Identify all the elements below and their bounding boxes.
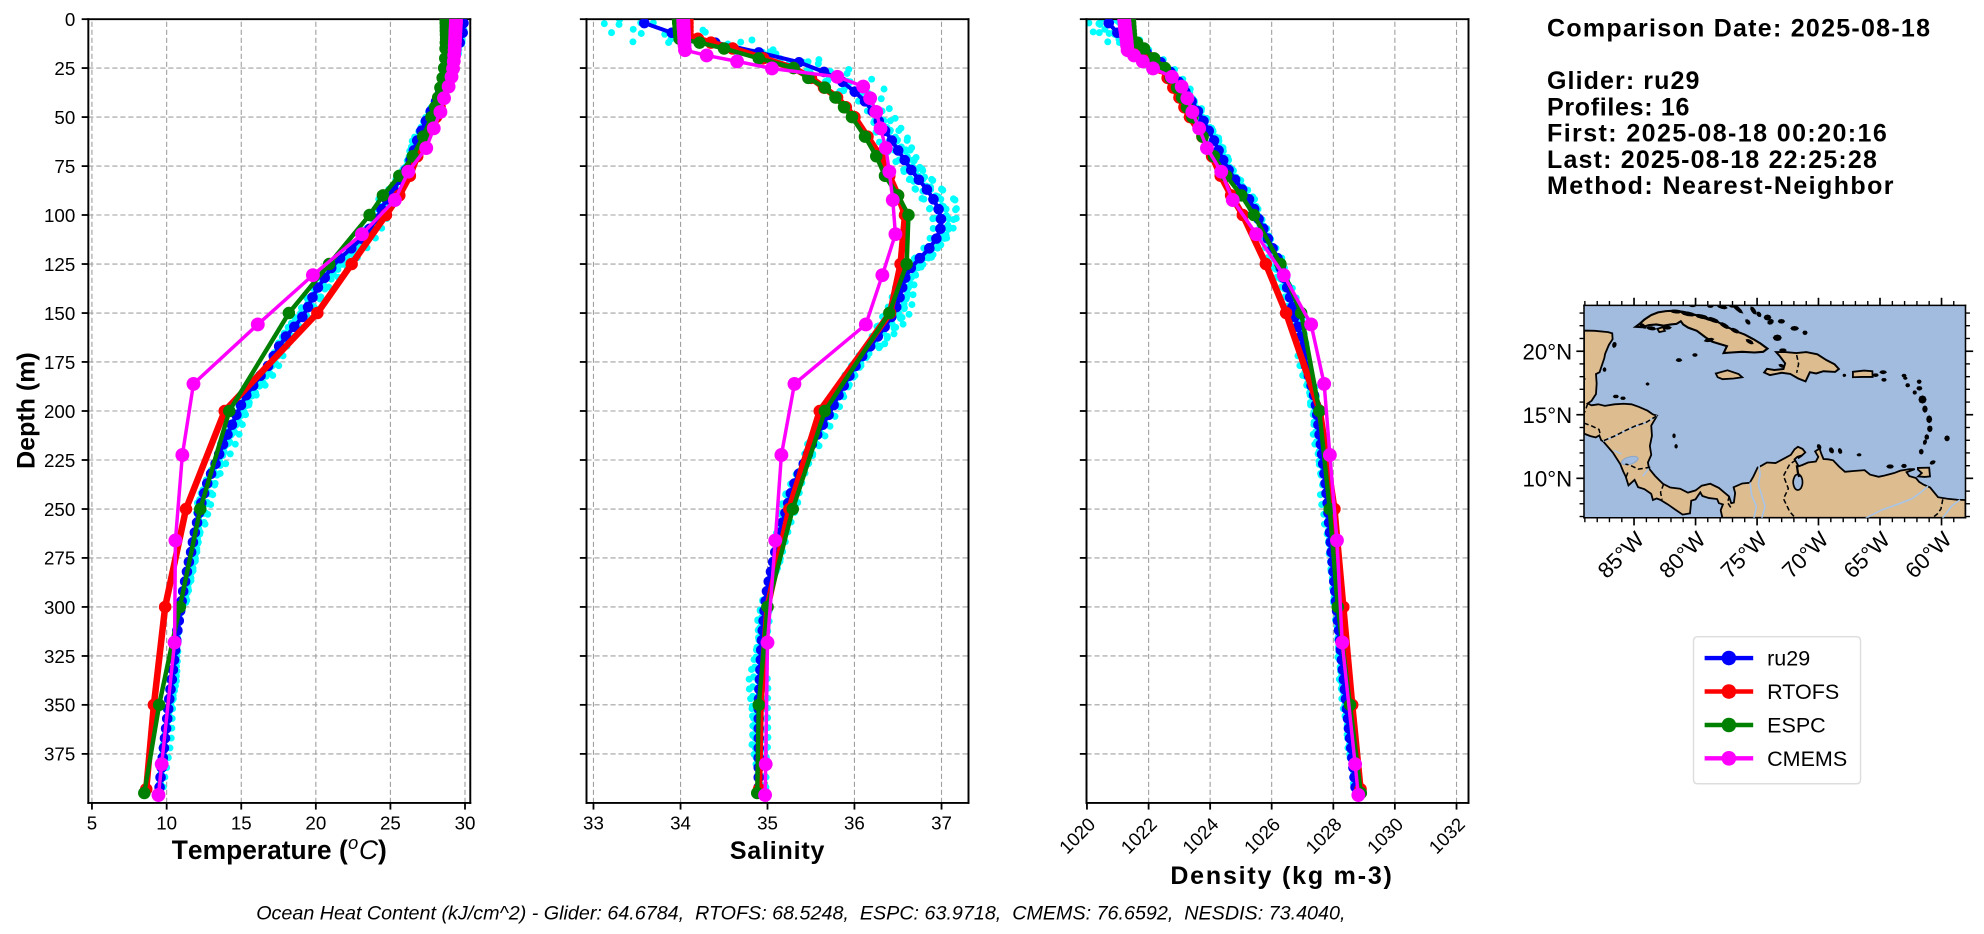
svg-text:20°N: 20°N xyxy=(1523,339,1573,364)
svg-text:15: 15 xyxy=(231,813,252,834)
svg-text:0: 0 xyxy=(65,9,75,30)
svg-text:Glider: ru29: Glider: ru29 xyxy=(1547,67,1701,95)
svg-text:34: 34 xyxy=(670,813,691,834)
svg-text:150: 150 xyxy=(44,303,75,324)
svg-text:Salinity: Salinity xyxy=(730,837,825,865)
svg-text:30: 30 xyxy=(455,813,476,834)
svg-text:20: 20 xyxy=(305,813,326,834)
svg-text:300: 300 xyxy=(44,597,75,618)
svg-text:CMEMS: CMEMS xyxy=(1767,747,1847,771)
svg-text:325: 325 xyxy=(44,646,75,667)
svg-text:275: 275 xyxy=(44,548,75,569)
svg-text:200: 200 xyxy=(44,401,75,422)
svg-text:75: 75 xyxy=(54,156,75,177)
svg-text:250: 250 xyxy=(44,499,75,520)
svg-text:175: 175 xyxy=(44,352,75,373)
svg-text:25: 25 xyxy=(54,58,75,79)
svg-text:37: 37 xyxy=(931,813,952,834)
svg-text:36: 36 xyxy=(844,813,865,834)
svg-text:25: 25 xyxy=(380,813,401,834)
svg-text:T e m p e: T e m p e r a t u r e ( ) o C xyxy=(172,829,393,865)
svg-text:375: 375 xyxy=(44,744,75,765)
svg-text:RTOFS: RTOFS xyxy=(1767,680,1839,704)
svg-text:Density (kg m-3): Density (kg m-3) xyxy=(1170,862,1393,890)
svg-text:Last: 2025-08-18 22:25:28: Last: 2025-08-18 22:25:28 xyxy=(1547,146,1878,174)
svg-text:225: 225 xyxy=(44,450,75,471)
svg-text:50: 50 xyxy=(54,107,75,128)
svg-text:Depth (m): Depth (m) xyxy=(12,352,40,469)
svg-text:ru29: ru29 xyxy=(1767,647,1810,671)
svg-text:Ocean Heat Content (kJ/cm^2) -: Ocean Heat Content (kJ/cm^2) - Glider: 6… xyxy=(256,902,1345,924)
svg-text:33: 33 xyxy=(583,813,604,834)
svg-text:35: 35 xyxy=(757,813,778,834)
svg-text:350: 350 xyxy=(44,695,75,716)
svg-text:5: 5 xyxy=(87,813,97,834)
svg-text:First: 2025-08-18 00:20:16: First: 2025-08-18 00:20:16 xyxy=(1547,120,1888,148)
svg-text:ESPC: ESPC xyxy=(1767,714,1826,738)
svg-text:15°N: 15°N xyxy=(1523,403,1573,428)
svg-text:Comparison Date: 2025-08-18: Comparison Date: 2025-08-18 xyxy=(1547,14,1931,42)
svg-text:Method: Nearest-Neighbor: Method: Nearest-Neighbor xyxy=(1547,172,1895,200)
svg-text:10: 10 xyxy=(156,813,177,834)
svg-text:10°N: 10°N xyxy=(1523,466,1573,491)
svg-text:Profiles: 16: Profiles: 16 xyxy=(1547,93,1690,121)
svg-text:100: 100 xyxy=(44,205,75,226)
svg-text:125: 125 xyxy=(44,254,75,275)
